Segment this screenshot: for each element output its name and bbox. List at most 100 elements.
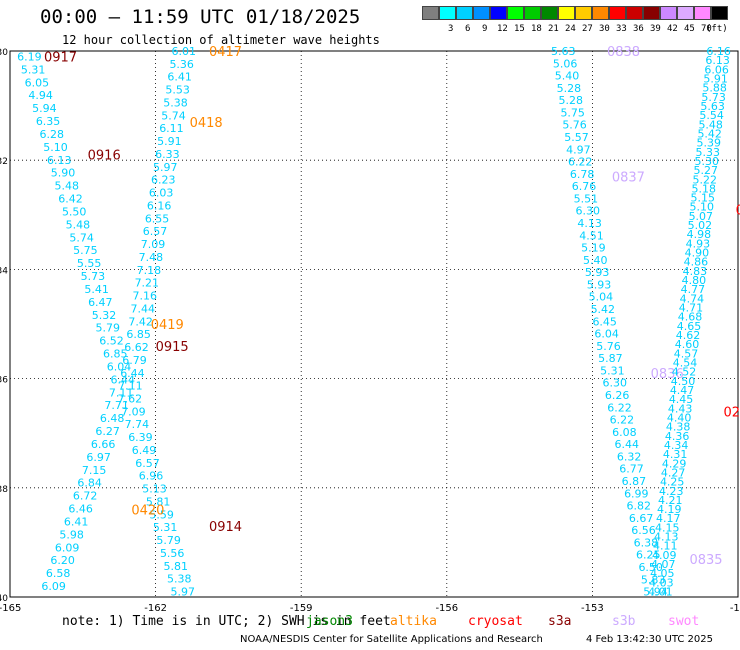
wave-height-value: 4.38 <box>666 421 691 434</box>
lat-tick-label: -38 <box>0 485 8 495</box>
wave-height-value: 7.18 <box>137 264 162 277</box>
wave-height-value: 6.39 <box>128 431 153 444</box>
wave-height-value: 6.77 <box>619 463 644 476</box>
legend-label: 30 <box>599 24 610 34</box>
wave-height-value: 7.42 <box>128 315 153 328</box>
wave-height-value: 4.51 <box>579 229 604 242</box>
wave-height-value: 6.22 <box>610 414 635 427</box>
wave-height-value: 4.34 <box>664 439 689 452</box>
wave-height-value: 5.56 <box>160 547 185 560</box>
wave-height-value: 7.16 <box>133 290 158 303</box>
wave-height-value: 6.05 <box>25 76 50 89</box>
wave-height-value: 4.74 <box>680 292 705 305</box>
wave-height-value: 5.39 <box>696 137 721 150</box>
legend-swatch <box>507 6 524 20</box>
wave-height-value: 4.19 <box>657 503 682 516</box>
wave-height-value: 5.31 <box>21 63 46 76</box>
wave-height-value: 6.50 <box>638 561 663 574</box>
wave-height-value: 7.09 <box>141 238 166 251</box>
wave-height-value: 5.76 <box>562 119 587 132</box>
wave-height-value: 6.13 <box>47 154 72 167</box>
wave-height-value: 6.44 <box>614 438 639 451</box>
wave-height-value: 5.91 <box>157 135 182 148</box>
footer-note: note: 1) Time is in UTC; 2) SWH is in fe… <box>62 614 391 629</box>
wave-height-value: 6.97 <box>86 451 111 464</box>
wave-height-value: 4.07 <box>651 558 676 571</box>
lat-tick-label: -34 <box>0 266 8 276</box>
wave-height-value: 6.76 <box>572 180 597 193</box>
wave-height-value: 4.03 <box>649 576 674 589</box>
legend-label: 33 <box>616 24 627 34</box>
legend-label: 9 <box>482 24 488 34</box>
wave-height-value: 5.22 <box>693 173 718 186</box>
legend-label: 70 <box>701 24 712 34</box>
wave-height-value: 4.57 <box>674 347 699 360</box>
wave-height-value: 6.44 <box>110 373 135 386</box>
wave-height-value: 6.30 <box>576 205 601 218</box>
legend-swatch <box>592 6 609 20</box>
wave-height-value: 4.90 <box>685 247 710 260</box>
wave-height-value: 7.44 <box>130 302 155 315</box>
lon-tick-label: -165 <box>0 603 21 614</box>
wave-height-value: 5.91 <box>703 72 728 85</box>
wave-height-value: 7.48 <box>139 251 164 264</box>
wave-height-value: 4.43 <box>668 402 693 415</box>
wave-height-value: 4.77 <box>681 283 706 296</box>
wave-height-value: 7.11 <box>109 386 134 399</box>
wave-height-value: 5.54 <box>699 109 724 122</box>
wave-height-value: 5.32 <box>92 309 117 322</box>
wave-height-value: 6.09 <box>55 541 80 554</box>
wave-height-value: 5.10 <box>690 201 715 214</box>
wave-height-value: 5.88 <box>702 82 727 95</box>
wave-height-value: 5.97 <box>153 161 178 174</box>
legend-swatch <box>490 6 507 20</box>
lon-tick-label: -15 <box>730 603 740 614</box>
wave-height-value: 4.93 <box>686 237 711 250</box>
wave-height-value: 6.57 <box>143 225 168 238</box>
wave-height-value: 5.74 <box>161 109 186 122</box>
legend-swatch <box>439 6 456 20</box>
wave-height-value: 4.13 <box>654 531 679 544</box>
legend-swatch <box>677 6 694 20</box>
wave-height-value: 6.45 <box>592 315 617 328</box>
wave-height-value: 6.22 <box>568 156 593 169</box>
wave-height-value: 4.29 <box>662 457 687 470</box>
wave-height-value: 5.63 <box>551 45 576 58</box>
wave-height-value: 5.15 <box>691 192 716 205</box>
wave-height-value: 5.97 <box>171 586 196 599</box>
pass-time-label: 0838 <box>607 45 640 60</box>
legend-label: 27 <box>582 24 593 34</box>
wave-height-value: 6.11 <box>159 122 184 135</box>
wave-height-value: 7.09 <box>121 405 146 418</box>
legend-swatch <box>558 6 575 20</box>
wave-height-value: 6.04 <box>594 328 619 341</box>
wave-height-value: 6.41 <box>64 515 89 528</box>
wave-height-value: 5.93 <box>585 266 610 279</box>
pass-time-label: 0419 <box>151 318 184 333</box>
wave-height-value: 4.94 <box>28 89 53 102</box>
wave-height-value: 5.57 <box>564 131 589 144</box>
wave-height-value: 5.19 <box>581 242 606 255</box>
wave-height-value: 4.13 <box>577 217 602 230</box>
wave-height-value: 6.27 <box>95 425 120 438</box>
wave-height-value: 4.54 <box>673 356 698 369</box>
pass-time-label: 00 <box>736 203 740 218</box>
wave-height-value: 5.38 <box>163 96 188 109</box>
wave-height-value: 5.30 <box>694 155 719 168</box>
wave-height-value: 5.59 <box>149 508 174 521</box>
footer-organization: NOAA/NESDIS Center for Satellite Applica… <box>240 634 543 645</box>
legend-label: 3 <box>448 24 454 34</box>
wave-height-value: 6.96 <box>139 470 164 483</box>
wave-height-value: 4.47 <box>670 384 695 397</box>
wave-height-value: 6.41 <box>167 71 192 84</box>
pass-time-label: 021 <box>723 405 740 420</box>
pass-time-label: 0417 <box>209 45 242 60</box>
wave-height-value: 4.86 <box>684 256 709 269</box>
lat-tick-label: -40 <box>0 594 8 604</box>
wave-height-value: 6.85 <box>103 348 128 361</box>
satellite-label-jason3: jason3 <box>306 614 353 629</box>
wave-height-value: 6.38 <box>634 536 659 549</box>
wave-height-value: 6.87 <box>622 475 647 488</box>
wave-height-value: 6.79 <box>122 354 147 367</box>
